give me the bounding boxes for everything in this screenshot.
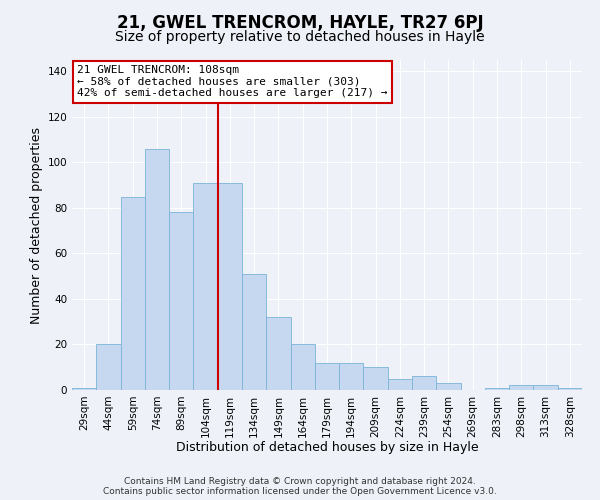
Bar: [533, 386, 558, 390]
Bar: [72, 388, 96, 390]
Bar: [339, 362, 364, 390]
Bar: [169, 212, 193, 390]
Bar: [145, 149, 169, 390]
Bar: [436, 383, 461, 390]
Text: Contains HM Land Registry data © Crown copyright and database right 2024.: Contains HM Land Registry data © Crown c…: [124, 476, 476, 486]
Text: 21 GWEL TRENCROM: 108sqm
← 58% of detached houses are smaller (303)
42% of semi-: 21 GWEL TRENCROM: 108sqm ← 58% of detach…: [77, 65, 388, 98]
Text: 21, GWEL TRENCROM, HAYLE, TR27 6PJ: 21, GWEL TRENCROM, HAYLE, TR27 6PJ: [116, 14, 484, 32]
Bar: [558, 388, 582, 390]
Bar: [242, 274, 266, 390]
Text: Contains public sector information licensed under the Open Government Licence v3: Contains public sector information licen…: [103, 486, 497, 496]
X-axis label: Distribution of detached houses by size in Hayle: Distribution of detached houses by size …: [176, 441, 478, 454]
Bar: [218, 183, 242, 390]
Bar: [315, 362, 339, 390]
Bar: [412, 376, 436, 390]
Text: Size of property relative to detached houses in Hayle: Size of property relative to detached ho…: [115, 30, 485, 44]
Bar: [485, 388, 509, 390]
Bar: [193, 183, 218, 390]
Bar: [96, 344, 121, 390]
Bar: [266, 317, 290, 390]
Bar: [121, 196, 145, 390]
Bar: [509, 386, 533, 390]
Bar: [290, 344, 315, 390]
Y-axis label: Number of detached properties: Number of detached properties: [30, 126, 43, 324]
Bar: [364, 367, 388, 390]
Bar: [388, 378, 412, 390]
